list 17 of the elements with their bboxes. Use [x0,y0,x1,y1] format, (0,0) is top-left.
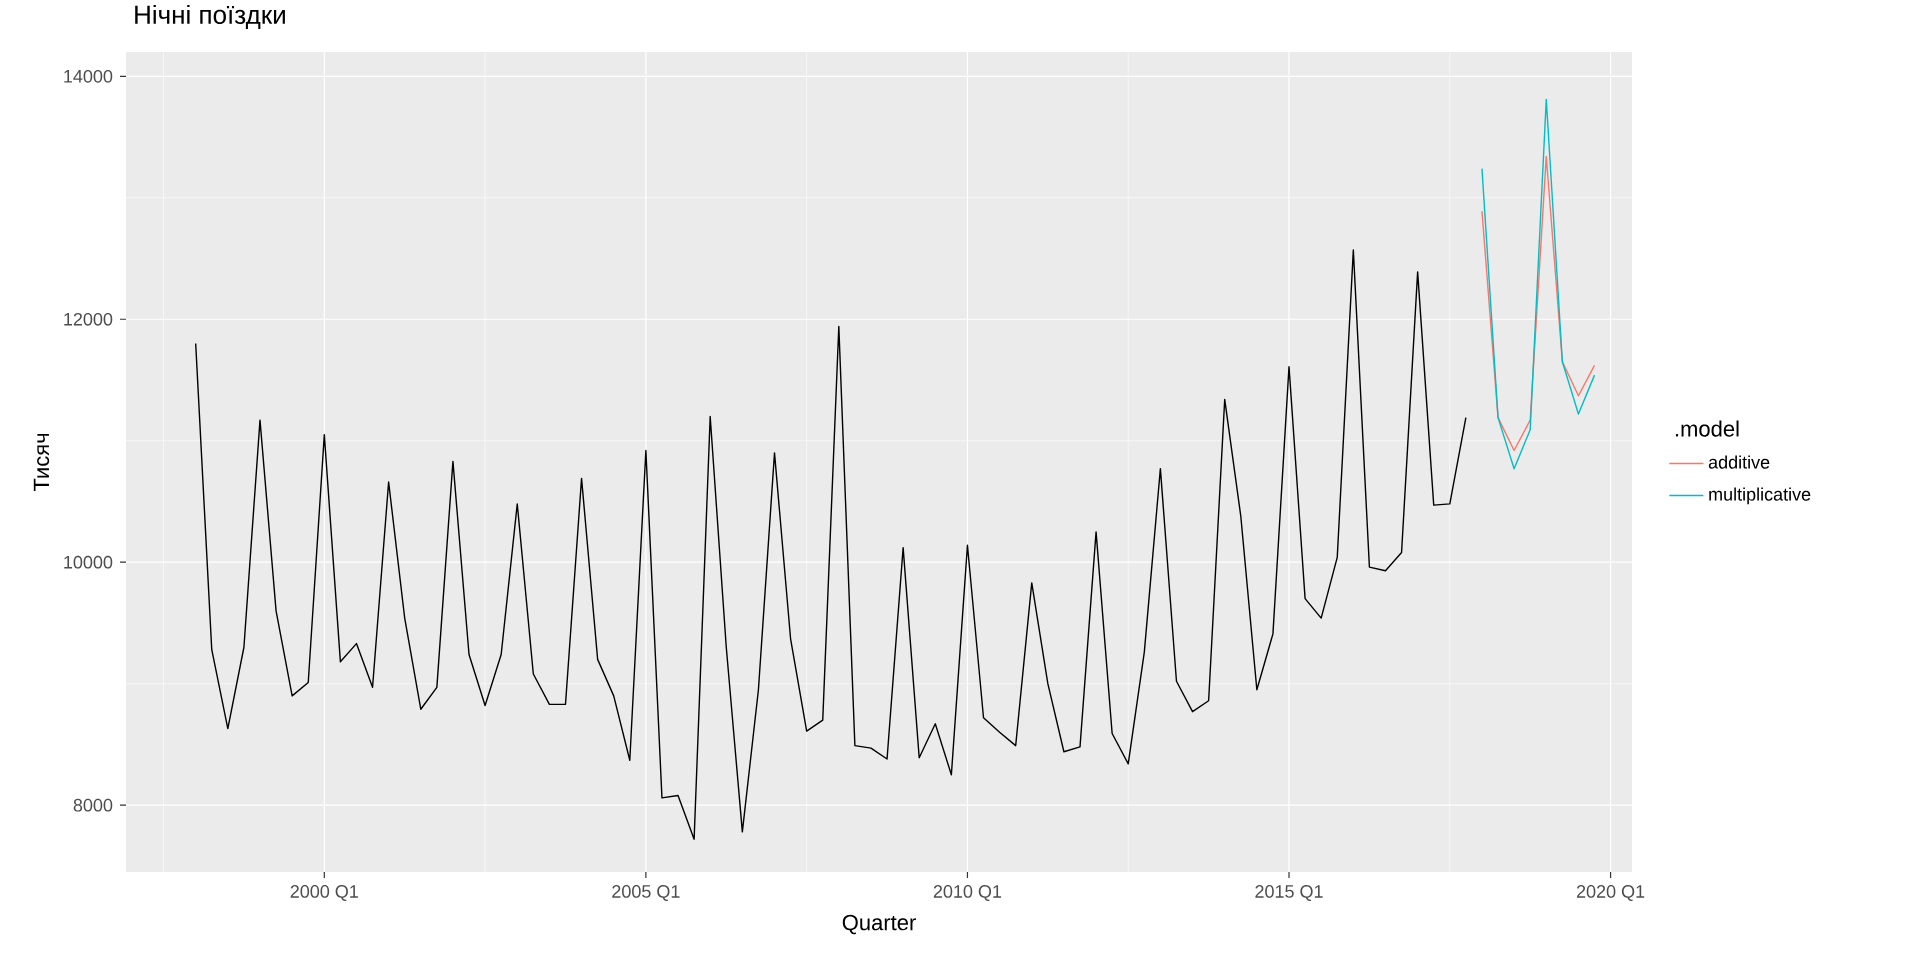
x-tick-label: 2020 Q1 [1576,885,1645,902]
x-tick-label: 2000 Q1 [290,885,358,902]
legend-title: .model [1675,420,1739,437]
y-tick-label: 12000 [64,312,113,326]
legend-label: multiplicative [1709,487,1811,505]
chart-title: Нічні поїздки [135,4,285,29]
x-tick-label: 2015 Q1 [1255,885,1323,902]
y-tick-label: 8000 [73,798,113,812]
y-tick-label: 10000 [64,555,113,569]
x-tick-label: 2010 Q1 [933,885,1002,902]
y-axis-title: Тисяч [33,433,50,492]
x-axis-title: Quarter [842,914,916,935]
y-tick-label: 14000 [64,69,113,83]
legend-label: additive [1708,455,1770,469]
line-series [194,249,1467,840]
x-tick-label: 2005 Q1 [612,885,680,902]
line-series [1481,98,1596,470]
